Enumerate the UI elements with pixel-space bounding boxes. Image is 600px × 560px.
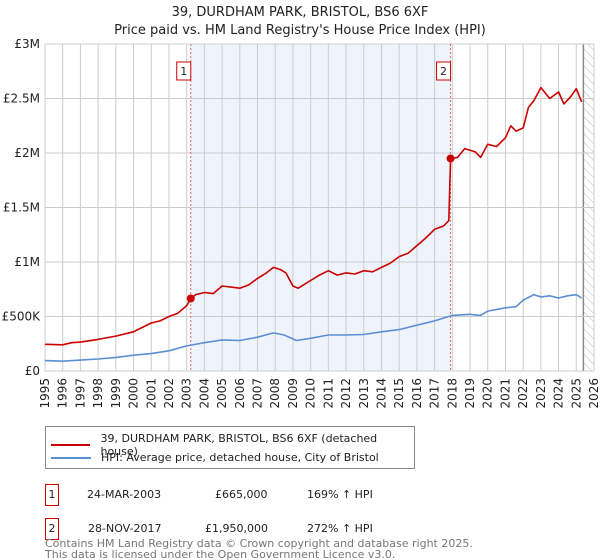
footer-licence: This data is licensed under the Open Gov… — [45, 548, 396, 560]
x-tick-label: 2000 — [127, 378, 141, 409]
y-tick-label: £1M — [14, 255, 40, 269]
hpi-line — [44, 293, 583, 362]
x-tick-label: 2004 — [197, 378, 211, 409]
y-tick-label: £3M — [14, 37, 40, 51]
transaction-row: 2 28-NOV-2017 £1,950,000 272% ↑ HPI — [45, 518, 445, 540]
x-tick-label: 2003 — [180, 378, 194, 409]
x-tick-label: 2021 — [498, 378, 512, 409]
x-tick-label: 2015 — [392, 378, 406, 409]
y-tick-label: £2.5M — [3, 92, 40, 106]
x-tick-label: 2020 — [481, 378, 495, 409]
sale-point — [446, 154, 455, 163]
footer: Contains HM Land Registry data © Crown c… — [45, 538, 473, 560]
y-tick-label: £500K — [2, 310, 42, 324]
x-tick-label: 2023 — [534, 378, 548, 409]
x-tick-label: 2005 — [215, 378, 229, 409]
x-tick-label: 2018 — [445, 378, 459, 409]
x-tick-label: 2002 — [162, 378, 176, 409]
legend: 39, DURDHAM PARK, BRISTOL, BS6 6XF (deta… — [45, 426, 415, 469]
sale-marker-label: 1 — [180, 65, 187, 78]
x-tick-label: 2024 — [552, 378, 566, 409]
x-tick-label: 2014 — [374, 378, 388, 409]
x-tick-label: 2025 — [569, 378, 583, 409]
sale-marker-box — [176, 61, 192, 81]
transaction-price: £1,950,000 — [205, 522, 268, 535]
x-tick-label: 2026 — [587, 378, 600, 409]
x-tick-label: 2009 — [286, 378, 300, 409]
y-tick-label: £2M — [14, 146, 40, 160]
x-tick-label: 1997 — [73, 378, 87, 409]
transaction-date: 28-NOV-2017 — [88, 522, 162, 535]
x-tick-label: 1995 — [38, 378, 52, 409]
footer-copyright: Contains HM Land Registry data © Crown c… — [45, 537, 473, 550]
transaction-marker: 2 — [45, 518, 59, 540]
x-tick-label: 2019 — [463, 378, 477, 409]
chart-title: 39, DURDHAM PARK, BRISTOL, BS6 6XF — [171, 5, 429, 20]
transaction-hpi: 272% ↑ HPI — [307, 522, 373, 535]
x-tick-label: 2016 — [410, 378, 424, 409]
legend-item-hpi: HPI: Average price, detached house, City… — [51, 451, 379, 464]
x-tick-label: 2011 — [321, 378, 335, 409]
legend-swatch-hpi — [51, 456, 91, 459]
price-chart: 1995 1996 1997 1998 1999 2000 2001 2002 2003 2004… — [2, 37, 600, 409]
x-tick-label: 2013 — [357, 378, 371, 409]
transaction-price: £665,000 — [215, 488, 268, 501]
x-tick-label: 2012 — [339, 378, 353, 409]
transaction-date: 24-MAR-2003 — [87, 488, 162, 501]
sale-point — [186, 294, 195, 303]
transaction-marker: 1 — [45, 484, 59, 506]
y-tick-label: £1.5M — [3, 201, 40, 215]
x-tick-label: 2007 — [251, 378, 265, 409]
sale-marker-box — [436, 61, 452, 81]
x-tick-label: 2006 — [233, 378, 247, 409]
x-tick-label: 2017 — [428, 378, 442, 409]
x-tick-label: 2001 — [144, 378, 158, 409]
x-tick-label: 2010 — [304, 378, 318, 409]
x-tick-label: 1999 — [109, 378, 123, 409]
property-price-line — [44, 86, 583, 346]
legend-label-hpi: HPI: Average price, detached house, City… — [101, 451, 379, 464]
legend-item-property: 39, DURDHAM PARK, BRISTOL, BS6 6XF (deta… — [51, 432, 414, 458]
x-tick-label: 1996 — [56, 378, 70, 409]
chart-subtitle: Price paid vs. HM Land Registry's House … — [114, 23, 486, 38]
x-tick-label: 1998 — [91, 378, 105, 409]
y-tick-label: £0 — [25, 364, 40, 378]
x-tick-label: 2008 — [268, 378, 282, 409]
sale-marker-label: 2 — [440, 65, 447, 78]
x-tick-label: 2022 — [516, 378, 530, 409]
transaction-row: 1 24-MAR-2003 £665,000 169% ↑ HPI — [45, 484, 445, 506]
legend-label-property: 39, DURDHAM PARK, BRISTOL, BS6 6XF (deta… — [100, 432, 378, 458]
transaction-hpi: 169% ↑ HPI — [307, 488, 373, 501]
legend-swatch-property — [51, 444, 91, 446]
